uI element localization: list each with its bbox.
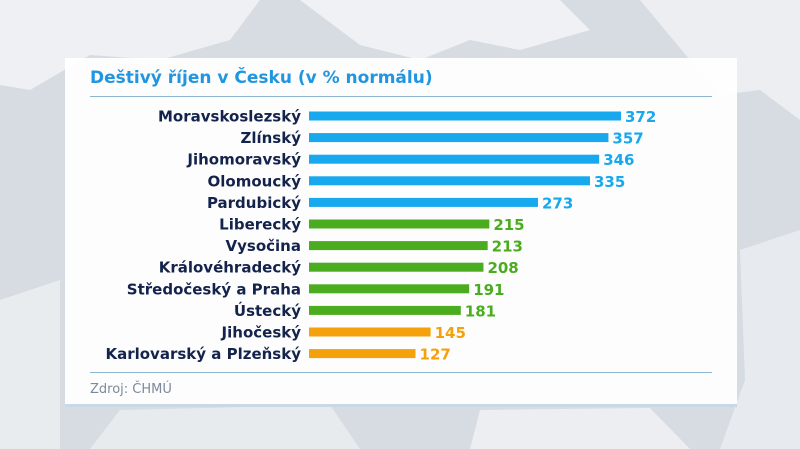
value-label: 213	[492, 238, 523, 256]
value-label: 335	[594, 173, 625, 191]
bar	[309, 349, 416, 359]
chart-panel: Deštivý říjen v Česku (v % normálu) Mora…	[65, 58, 737, 406]
category-label: Ústecký	[234, 301, 301, 320]
bar	[309, 197, 538, 207]
source-label: Zdroj: ČHMÚ	[90, 382, 172, 397]
value-label: 145	[435, 324, 466, 342]
category-label: Moravskoslezský	[158, 108, 301, 126]
value-label: 181	[465, 302, 496, 320]
value-label: 215	[493, 216, 524, 234]
bar-chart: Moravskoslezský 372 Zlínský 357 Jihomoravský…	[105, 108, 656, 364]
category-label: Jihomoravský	[186, 151, 301, 169]
chart-title: Deštivý říjen v Česku (v % normálu)	[90, 68, 433, 88]
category-label: Středočeský a Praha	[127, 280, 301, 298]
category-label: Liberecký	[219, 216, 301, 234]
value-label: 372	[625, 108, 656, 126]
bar	[309, 219, 490, 229]
category-label: Pardubický	[207, 194, 301, 212]
category-label: Královéhradecký	[159, 259, 302, 277]
value-label: 273	[542, 194, 573, 212]
bar	[309, 111, 621, 121]
value-label: 191	[473, 281, 504, 299]
category-label: Vysočina	[226, 237, 301, 255]
category-label: Zlínský	[240, 129, 301, 147]
source-divider	[90, 372, 712, 373]
value-label: 127	[420, 346, 451, 364]
value-label: 208	[487, 259, 518, 277]
bar	[309, 176, 590, 186]
value-label: 346	[603, 151, 634, 169]
bar	[309, 305, 461, 315]
title-divider	[90, 96, 712, 97]
panel-bottom-accent	[65, 404, 737, 407]
bar	[309, 327, 431, 337]
bar	[309, 154, 600, 164]
bar	[309, 241, 488, 251]
category-label: Jihočeský	[221, 324, 302, 342]
category-label: Olomoucký	[208, 172, 302, 190]
category-label: Karlovarský a Plzeňský	[105, 345, 301, 363]
value-label: 357	[612, 130, 643, 148]
bar	[309, 284, 470, 294]
bar	[309, 133, 609, 143]
bar	[309, 262, 484, 272]
